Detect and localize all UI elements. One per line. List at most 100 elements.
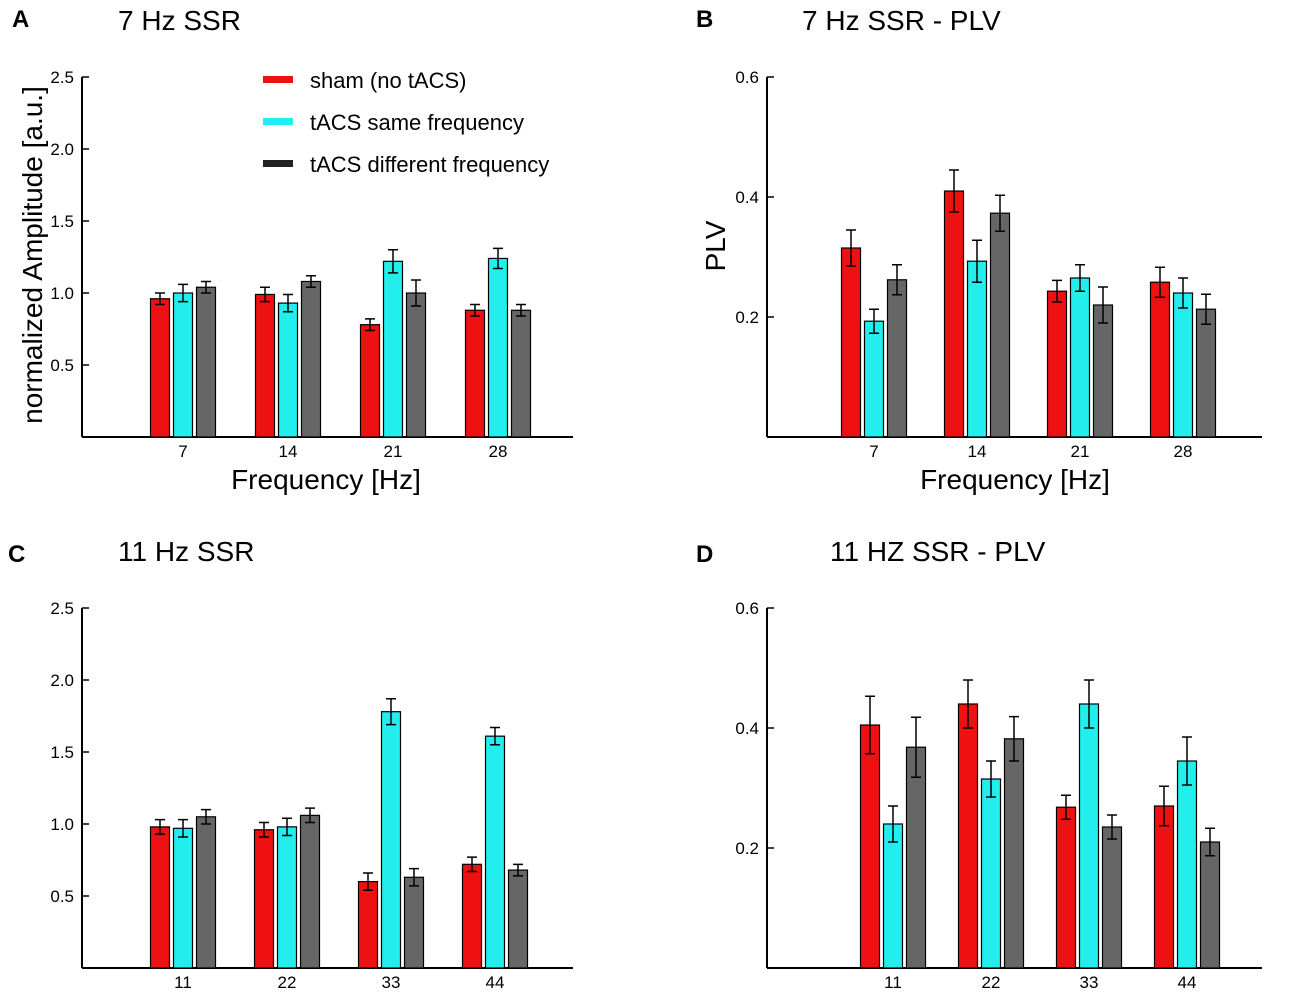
y-tick-label-a: 1.5: [50, 212, 74, 231]
panel-title-d: 11 HZ SSR - PLV: [830, 536, 1046, 567]
bar-sham-28: [1149, 281, 1171, 438]
y-tick-label-d: 0.2: [735, 839, 759, 858]
y-tick-label-a: 1.0: [50, 284, 74, 303]
y-tick-label-c: 0.5: [50, 887, 74, 906]
bar-different-14: [300, 280, 322, 438]
bar-sham-11: [859, 724, 881, 969]
bar-different-28: [1195, 308, 1217, 438]
bar-same-7: [863, 320, 885, 438]
x-tick-label-c: 44: [486, 973, 505, 992]
error-bar-sham-14: [260, 286, 270, 303]
panel-letter-a: A: [12, 6, 29, 33]
x-tick-label-d: 33: [1080, 973, 1099, 992]
error-bar-same-14: [972, 239, 982, 283]
bar-different-44: [1199, 841, 1221, 969]
bar-sham-11: [149, 826, 171, 969]
y-tick-label-b: 0.2: [735, 308, 759, 327]
error-bar-same-7: [869, 308, 879, 334]
error-bar-same-7: [178, 283, 188, 303]
error-bar-sham-33: [363, 872, 373, 891]
x-tick-label-b: 28: [1174, 442, 1193, 461]
error-bar-same-33: [386, 697, 396, 726]
bar-same-21: [1069, 277, 1091, 438]
bar-sham-33: [357, 880, 379, 969]
error-bar-different-44: [1205, 827, 1215, 857]
bar-same-14: [966, 260, 988, 438]
error-bar-same-22: [986, 760, 996, 798]
x-tick-label-c: 22: [278, 973, 297, 992]
legend-label-sham: sham (no tACS): [310, 68, 467, 93]
error-bar-same-33: [1084, 679, 1094, 729]
error-bar-same-21: [388, 249, 398, 274]
y-tick-label-c: 1.0: [50, 815, 74, 834]
error-bar-sham-44: [1159, 785, 1169, 827]
legend-label-same: tACS same frequency: [310, 110, 524, 135]
chart-panel-a: 0.5 1.0 1.5 2.0 2.5 7 14 21 28: [50, 68, 573, 461]
y-axis-label-b: PLV: [700, 220, 731, 271]
error-bar-different-28: [1201, 293, 1211, 325]
bar-sham-14: [943, 190, 965, 438]
bar-different-28: [510, 309, 532, 438]
error-bar-different-11: [201, 808, 211, 825]
error-bar-sham-11: [155, 818, 165, 835]
y-tick-label-a: 0.5: [50, 356, 74, 375]
x-axis-label-b: Frequency [Hz]: [920, 464, 1110, 495]
bar-different-21: [1092, 304, 1114, 438]
bar-different-44: [507, 869, 529, 969]
bar-different-22: [299, 814, 321, 969]
x-tick-label-d: 11: [884, 973, 902, 992]
bar-same-7: [172, 292, 194, 438]
error-bar-same-44: [1182, 736, 1192, 786]
x-tick-label-b: 7: [869, 442, 878, 461]
error-bar-sham-33: [1061, 794, 1071, 820]
error-bar-same-14: [283, 293, 293, 313]
bar-different-14: [989, 212, 1011, 438]
error-bar-different-28: [516, 303, 526, 317]
error-bar-different-21: [411, 279, 421, 307]
legend-swatch-same: [263, 118, 293, 125]
x-tick-label-a: 7: [178, 442, 187, 461]
legend-swatch-sham: [263, 76, 293, 83]
y-tick-label-a: 2.5: [50, 68, 74, 87]
bar-same-44: [484, 735, 506, 969]
bar-same-11: [882, 823, 904, 969]
chart-panel-c: 0.5 1.0 1.5 2.0 2.5 11 22 33 44: [50, 599, 573, 992]
error-bar-sham-22: [259, 821, 269, 838]
bar-same-22: [276, 826, 298, 969]
error-bar-sham-11: [865, 695, 875, 755]
bar-different-7: [886, 279, 908, 438]
x-tick-label-d: 44: [1178, 973, 1197, 992]
bar-sham-44: [1153, 805, 1175, 969]
error-bar-sham-44: [467, 856, 477, 873]
legend-swatch-different: [263, 160, 293, 167]
y-tick-label-d: 0.4: [735, 719, 759, 738]
bar-same-22: [980, 778, 1002, 969]
x-tick-label-a: 21: [384, 442, 403, 461]
error-bar-same-11: [888, 805, 898, 843]
panel-letter-d: D: [696, 541, 713, 568]
panel-letter-c: C: [8, 541, 25, 568]
bar-different-22: [1003, 738, 1025, 969]
error-bar-same-21: [1075, 264, 1085, 292]
bar-different-11: [905, 746, 927, 969]
error-bar-different-7: [201, 280, 211, 294]
legend: sham (no tACS) tACS same frequency tACS …: [263, 68, 549, 177]
bar-sham-14: [254, 293, 276, 438]
bar-sham-28: [464, 309, 486, 438]
error-bar-different-33: [1107, 814, 1117, 840]
chart-panel-b: 0.2 0.4 0.6 7 14 21 28: [735, 68, 1262, 461]
bar-sham-21: [1046, 290, 1068, 438]
y-tick-label-b: 0.6: [735, 68, 759, 87]
bar-sham-33: [1055, 806, 1077, 969]
error-bar-different-14: [306, 274, 316, 288]
y-tick-label-c: 1.5: [50, 743, 74, 762]
x-tick-label-b: 14: [968, 442, 987, 461]
bar-same-28: [487, 257, 509, 438]
bar-different-33: [403, 876, 425, 969]
bar-different-7: [195, 286, 217, 438]
x-tick-label-b: 21: [1071, 442, 1090, 461]
bar-sham-44: [461, 863, 483, 969]
error-bar-sham-28: [1155, 266, 1165, 298]
error-bar-sham-7: [846, 229, 856, 267]
bar-same-44: [1176, 760, 1198, 969]
